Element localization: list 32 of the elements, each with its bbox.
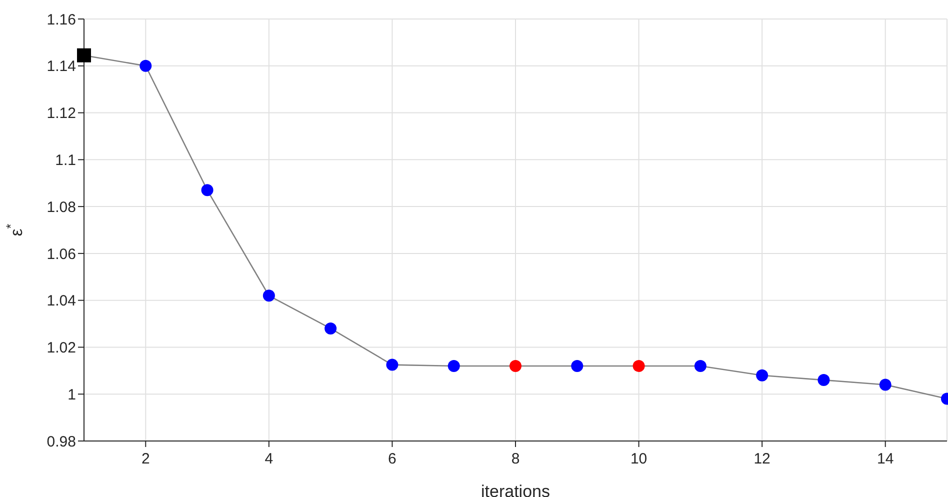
x-tick-label: 10	[630, 450, 648, 468]
y-tick-label: 1.06	[46, 246, 76, 263]
x-tick-label: 8	[511, 450, 520, 468]
x-tick-label: 2	[141, 450, 150, 468]
y-tick-label: 1.12	[46, 105, 76, 122]
point	[632, 360, 645, 372]
point	[571, 360, 584, 372]
point	[756, 369, 768, 382]
x-tick-label: 6	[388, 450, 396, 468]
point	[201, 184, 214, 196]
point	[694, 360, 706, 372]
y-tick-label: 1.14	[46, 58, 76, 76]
y-tick-label: 1	[68, 386, 76, 404]
x-tick-label: 12	[754, 450, 770, 468]
point	[262, 290, 275, 302]
y-tick-label: 1.08	[46, 198, 76, 216]
y-tick-label: 1.1	[55, 152, 76, 169]
x-axis-title: iterations	[481, 482, 550, 497]
y-tick-label: 1.04	[46, 292, 76, 310]
y-tick-label: 1.16	[46, 11, 76, 28]
point	[818, 374, 830, 386]
point	[140, 60, 152, 72]
point	[879, 378, 892, 391]
x-tick-label: 4	[264, 450, 274, 468]
point	[448, 360, 460, 372]
x-tick-label: 14	[877, 450, 894, 468]
point	[324, 322, 337, 334]
point	[510, 360, 522, 372]
y-tick-label: 1.02	[46, 340, 76, 357]
y-tick-label: 0.98	[46, 433, 76, 450]
point	[77, 48, 91, 62]
point	[386, 358, 398, 371]
